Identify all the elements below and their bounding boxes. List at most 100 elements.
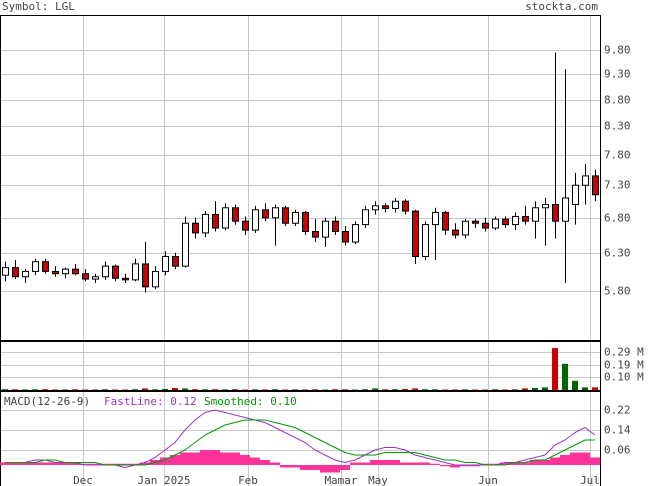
macd-histogram-bar [360, 462, 370, 465]
macd-histogram-bar [140, 462, 150, 465]
volume-bar [302, 389, 308, 390]
candle-body [22, 270, 29, 278]
volume-bar [362, 389, 368, 390]
candle-body [272, 207, 279, 219]
macd-histogram-bar [580, 452, 590, 465]
volume-bar [252, 389, 258, 390]
volume-bar [192, 389, 198, 390]
candle-body [482, 222, 489, 229]
candle-body [222, 207, 229, 229]
volume-bar [162, 388, 168, 390]
candle-body [162, 255, 169, 272]
candle-body [132, 263, 139, 281]
macd-histogram-bar [60, 462, 70, 465]
candle-body [142, 263, 149, 288]
y-tick-label: 7.80 [604, 149, 631, 162]
candle-body [592, 175, 599, 196]
candle-body [82, 273, 89, 280]
macd-title: MACD(12-26-9) [4, 395, 90, 408]
volume-bar [52, 389, 58, 390]
macd-histogram-bar [340, 465, 350, 470]
candle-body [452, 229, 459, 236]
volume-bar [12, 389, 18, 390]
y-tick-label: 7.30 [604, 179, 631, 192]
panel-frame [0, 15, 601, 341]
volume-bar [462, 389, 468, 390]
y-tick-label: 0.14 [604, 424, 631, 437]
volume-bar [82, 389, 88, 390]
y-tick-label: 5.80 [604, 285, 631, 298]
volume-bar [572, 380, 578, 390]
volume-bar [182, 388, 188, 390]
x-tick-label: Jul [580, 474, 600, 486]
macd-histogram-bar [100, 463, 110, 465]
volume-bar [152, 389, 158, 390]
candle-body [342, 231, 349, 243]
x-tick-label: Jan 2025 [138, 474, 191, 486]
candle-body [202, 213, 209, 234]
candle-body [522, 215, 529, 222]
candle-body [42, 261, 49, 272]
macd-histogram-bar [390, 460, 400, 465]
macd-histogram-bar [20, 462, 30, 465]
y-tick-label: 0.06 [604, 444, 631, 457]
candle-body [512, 215, 519, 226]
macd-histogram-bar [80, 463, 90, 465]
macd-histogram-bar [590, 457, 600, 465]
macd-histogram-bar [510, 462, 520, 465]
volume-bar [592, 387, 598, 390]
macd-histogram-bar [330, 465, 340, 473]
macd-histogram-bar [450, 465, 460, 468]
volume-bar [22, 389, 28, 390]
y-tick-label: 8.80 [604, 94, 631, 107]
volume-bar [552, 348, 558, 390]
macd-histogram-bar [290, 465, 300, 468]
macd-histogram-bar [420, 462, 430, 465]
x-tick-label: May [368, 474, 388, 486]
volume-bar [202, 389, 208, 390]
volume-bar [582, 387, 588, 390]
volume-bar [142, 388, 148, 390]
candle-body [92, 276, 99, 280]
macd-histogram-bar [230, 452, 240, 465]
volume-bar [422, 389, 428, 390]
candle-body [302, 211, 309, 233]
volume-bar [452, 389, 458, 390]
candle-body [462, 220, 469, 236]
candle-body [382, 205, 389, 209]
macd-histogram-bar [410, 462, 420, 465]
macd-histogram-bar [550, 457, 560, 465]
macd-histogram-bar [490, 463, 500, 465]
candle-body [262, 209, 269, 219]
volume-bar [512, 389, 518, 390]
macd-line [5, 409, 596, 469]
volume-bar [282, 389, 288, 390]
volume-bar [472, 389, 478, 390]
volume-bar [292, 389, 298, 390]
y-tick-label: 6.80 [604, 212, 631, 225]
volume-bar [442, 389, 448, 390]
legend-entry: Smoothed: 0.10 [204, 395, 297, 408]
candle-body [52, 270, 59, 275]
y-tick-label: 8.30 [604, 120, 631, 133]
x-tick-label: Jun [478, 474, 498, 486]
x-tick-label: Dec [73, 474, 93, 486]
volume-bar [382, 389, 388, 390]
macd-histogram-bar [40, 462, 50, 465]
candle-body [72, 268, 79, 275]
volume-bar [372, 388, 378, 390]
volume-bar [62, 389, 68, 390]
candle-body [492, 218, 499, 229]
macd-histogram-bar [160, 457, 170, 465]
volume-bar [522, 388, 528, 390]
candle-body [542, 204, 549, 209]
symbol-label: Symbol: LGL [2, 0, 75, 13]
volume-bar [232, 389, 238, 390]
legend-entry: FastLine: 0.12 [104, 395, 197, 408]
macd-histogram-bar [400, 462, 410, 465]
macd-histogram-bar [310, 465, 320, 470]
macd-histogram-bar [570, 452, 580, 465]
volume-bar [562, 363, 568, 390]
volume-bar [102, 389, 108, 390]
volume-bar [432, 389, 438, 390]
